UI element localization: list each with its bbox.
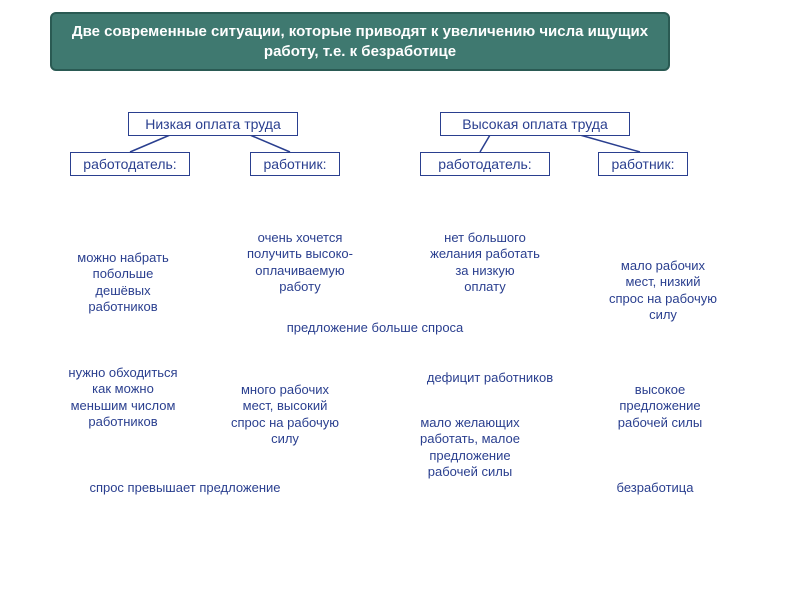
box-high_pay: Высокая оплата труда: [440, 112, 630, 136]
connector-0: [130, 135, 170, 152]
text-t6: нужно обходитьсякак можноменьшим числомр…: [48, 365, 198, 430]
connector-3: [580, 135, 640, 152]
text-t8: дефицит работников: [400, 370, 580, 386]
connector-1: [250, 135, 290, 152]
title-text: Две современные ситуации, которые привод…: [72, 23, 648, 60]
title-box: Две современные ситуации, которые привод…: [50, 12, 670, 71]
text-t12: безработица: [595, 480, 715, 496]
box-employer_right: работодатель:: [420, 152, 550, 176]
text-t10: мало желающихработать, малоепредложениер…: [395, 415, 545, 480]
connector-2: [480, 135, 490, 152]
box-employer_left: работодатель:: [70, 152, 190, 176]
text-t9: высокоепредложениерабочей силы: [590, 382, 730, 431]
text-t5: предложение больше спроса: [245, 320, 505, 336]
text-t11: спрос превышает предложение: [60, 480, 310, 496]
text-t7: много рабочихмест, высокийспрос на рабоч…: [210, 382, 360, 447]
text-t4: мало рабочихмест, низкийспрос на рабочую…: [588, 258, 738, 323]
box-low_pay: Низкая оплата труда: [128, 112, 298, 136]
text-t2: очень хочетсяполучить высоко-оплачиваему…: [225, 230, 375, 295]
text-t1: можно набратьпобольшедешёвыхработников: [58, 250, 188, 315]
text-t3: нет большогожелания работатьза низкуюопл…: [410, 230, 560, 295]
box-employee_left: работник:: [250, 152, 340, 176]
box-employee_right: работник:: [598, 152, 688, 176]
